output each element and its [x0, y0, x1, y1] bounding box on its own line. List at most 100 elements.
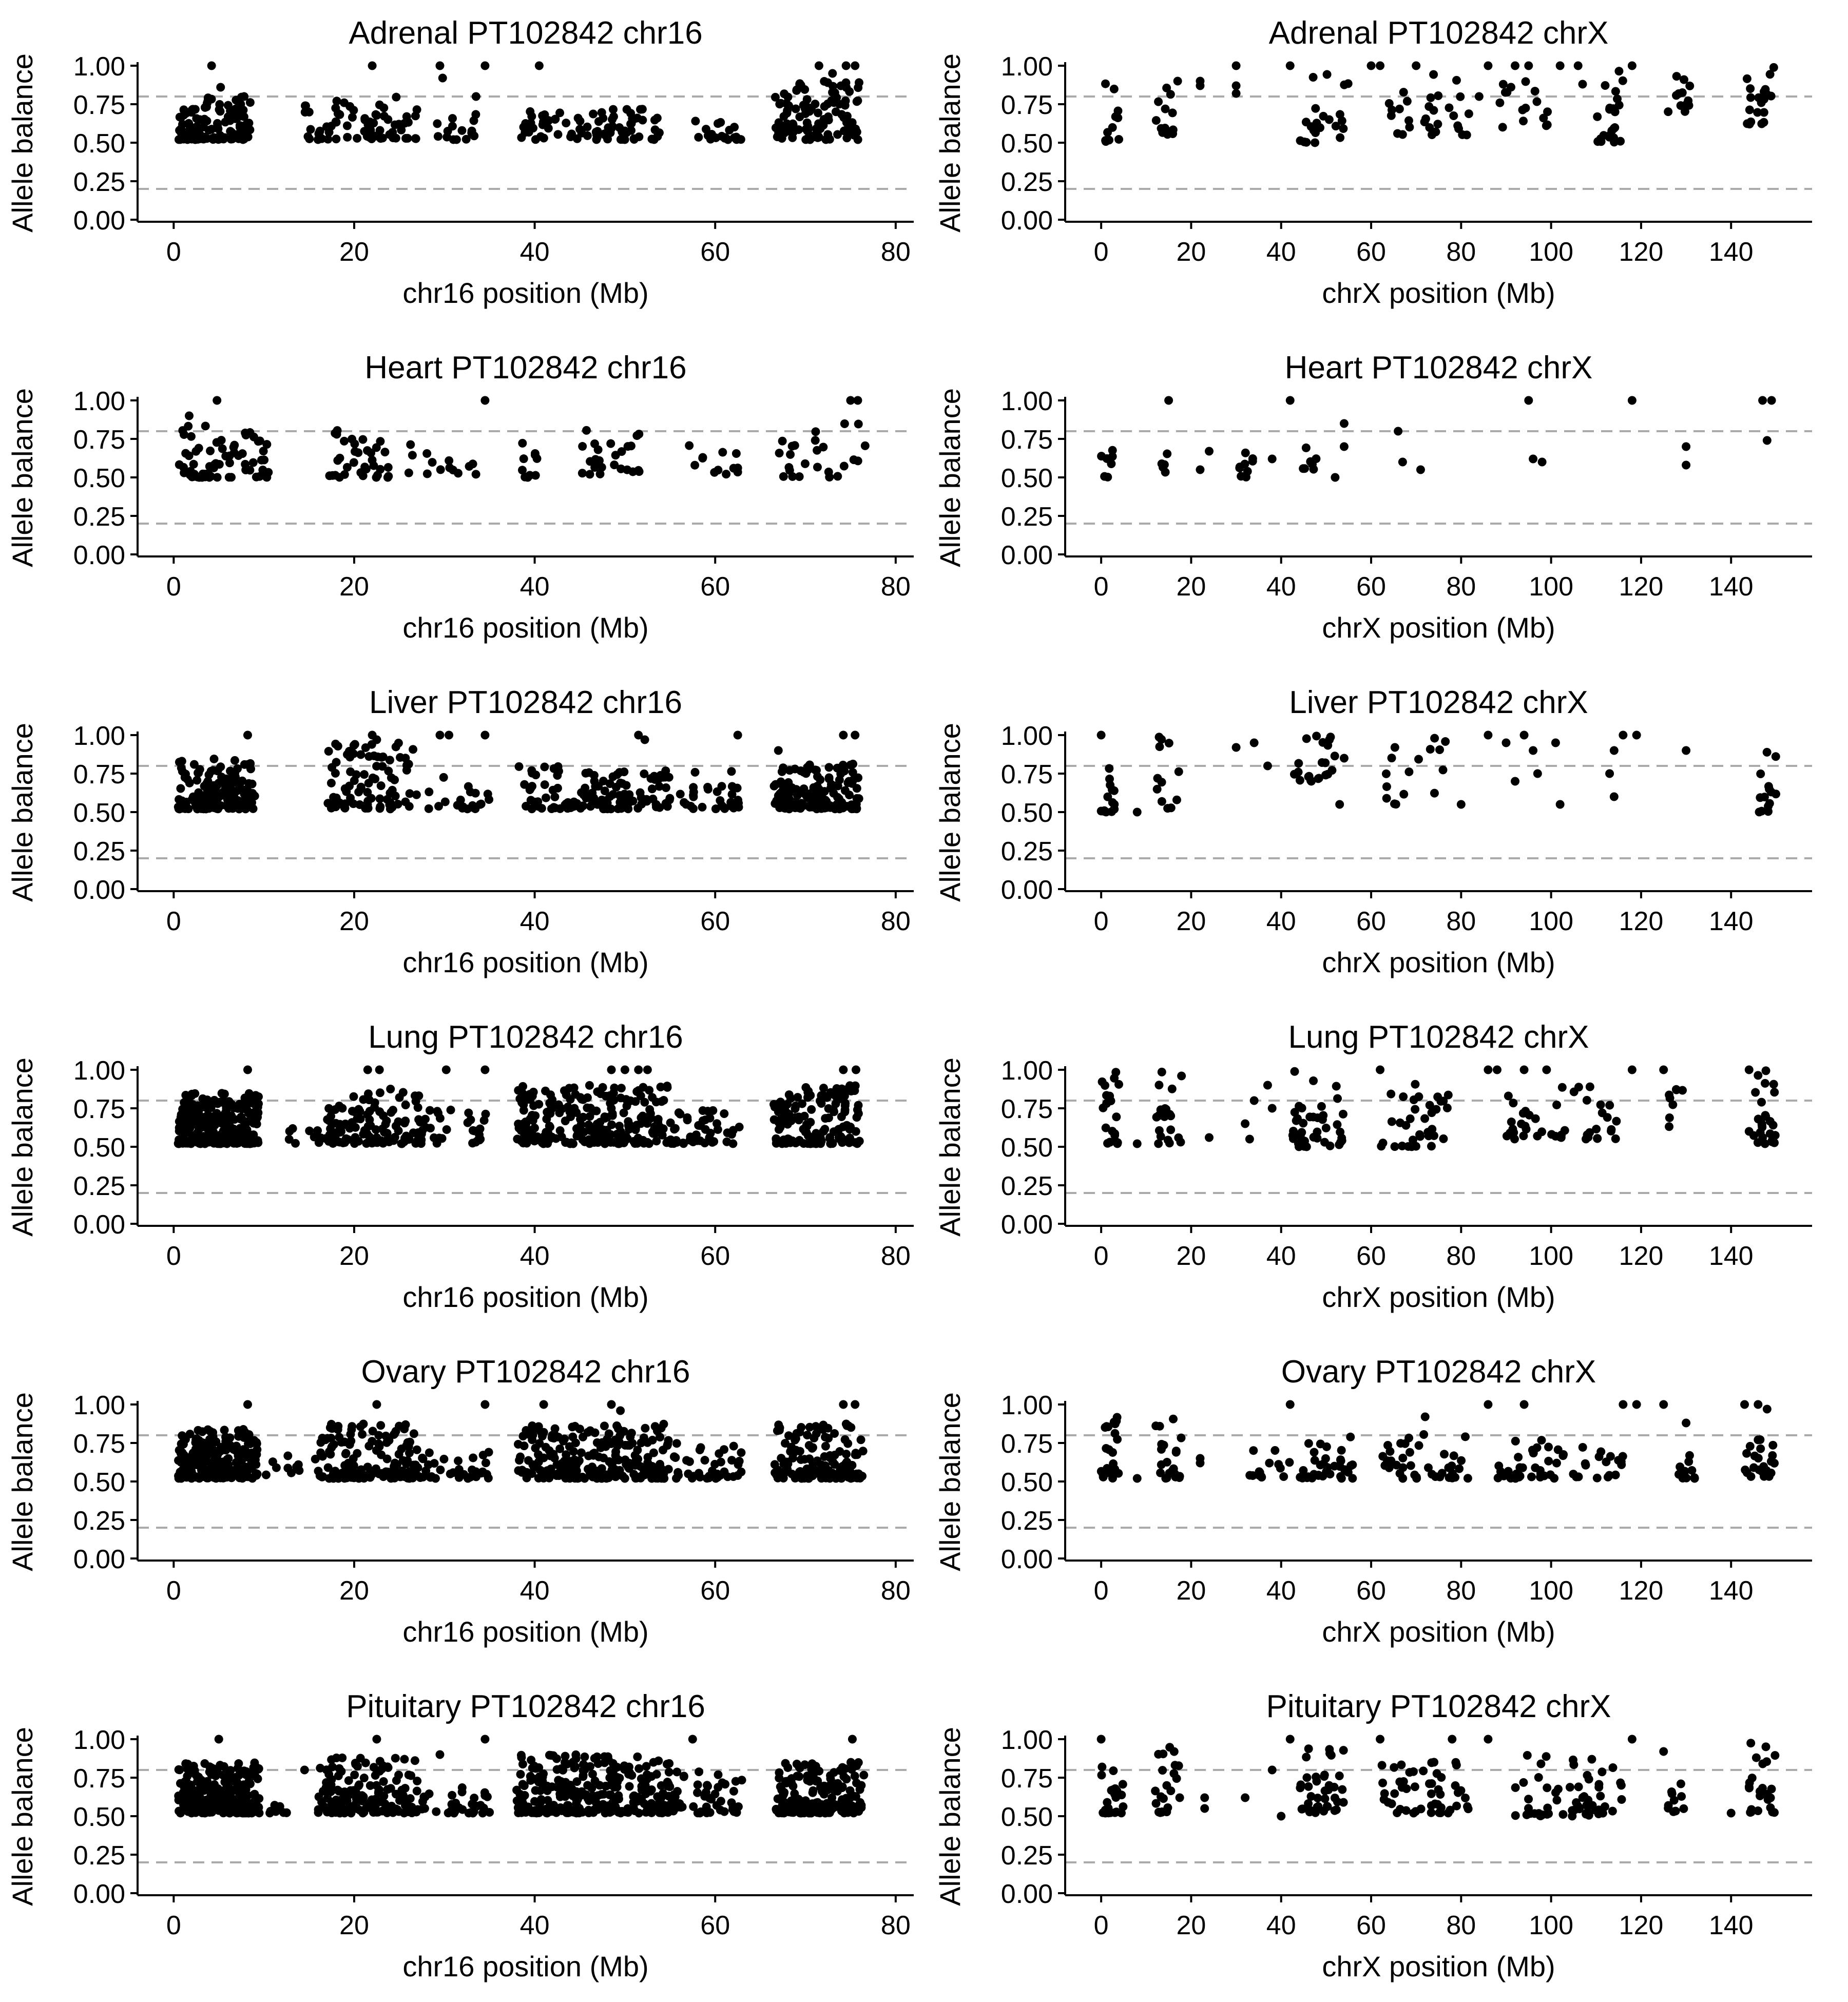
- data-point: [364, 752, 374, 761]
- data-point: [340, 1467, 350, 1476]
- data-point: [833, 472, 842, 481]
- data-point: [175, 1126, 184, 1135]
- data-point: [227, 1100, 236, 1109]
- data-point: [353, 133, 362, 143]
- data-point: [521, 472, 530, 482]
- data-point: [625, 1782, 634, 1791]
- data-point: [1439, 1450, 1449, 1459]
- data-point: [207, 61, 216, 70]
- data-point: [464, 782, 473, 791]
- data-point: [795, 472, 804, 482]
- data-point: [1581, 1459, 1590, 1468]
- data-point: [1399, 88, 1408, 97]
- data-point: [1439, 1134, 1448, 1143]
- data-point: [543, 1781, 552, 1791]
- y-tick-label: 0.00: [73, 875, 125, 905]
- x-axis-label: chrX position (Mb): [1322, 277, 1555, 309]
- data-point: [803, 1093, 812, 1102]
- data-point: [586, 1126, 595, 1135]
- data-point: [468, 1126, 477, 1135]
- data-point: [636, 788, 645, 797]
- data-point: [729, 1472, 738, 1481]
- data-point: [306, 125, 315, 134]
- data-point: [230, 756, 239, 765]
- data-point: [796, 766, 805, 776]
- data-point: [391, 742, 400, 752]
- data-point: [642, 797, 651, 806]
- data-point: [596, 1089, 605, 1099]
- data-point: [839, 1065, 848, 1074]
- data-point: [303, 132, 313, 141]
- data-point: [1166, 803, 1176, 813]
- data-point: [1611, 87, 1620, 96]
- x-axis-label: chrX position (Mb): [1322, 1281, 1555, 1313]
- data-point: [566, 1095, 575, 1104]
- data-point: [1108, 785, 1117, 795]
- data-point: [1533, 769, 1542, 778]
- data-point: [839, 730, 848, 740]
- data-point: [620, 790, 629, 799]
- data-point: [672, 1767, 682, 1777]
- data-point: [1762, 1404, 1772, 1414]
- data-point: [592, 1467, 602, 1476]
- data-point: [425, 1789, 434, 1798]
- data-point: [560, 1434, 569, 1443]
- data-point: [316, 1438, 325, 1447]
- data-point: [1296, 1131, 1305, 1141]
- data-point: [515, 1094, 525, 1103]
- data-point: [1525, 1110, 1534, 1120]
- data-point: [230, 769, 239, 778]
- data-point: [851, 1450, 860, 1459]
- data-point: [1678, 1086, 1687, 1095]
- data-point: [1462, 130, 1471, 140]
- data-point: [634, 1065, 643, 1074]
- data-point: [1288, 1134, 1298, 1143]
- data-point: [1096, 806, 1106, 816]
- data-point: [185, 470, 195, 479]
- data-point: [1326, 733, 1335, 742]
- data-point: [450, 1806, 459, 1816]
- data-point: [598, 802, 607, 811]
- data-point: [198, 1114, 207, 1124]
- data-point: [519, 454, 528, 464]
- data-point: [823, 1785, 832, 1795]
- data-point: [1310, 1448, 1319, 1457]
- x-tick-label: 40: [520, 572, 550, 602]
- data-point: [623, 465, 632, 474]
- data-point: [417, 1135, 426, 1145]
- data-point: [1659, 1065, 1668, 1074]
- data-point: [1301, 443, 1311, 452]
- data-point: [713, 1125, 722, 1134]
- data-point: [409, 1429, 418, 1438]
- data-point: [286, 1468, 296, 1477]
- y-tick-label: 0.00: [1001, 1545, 1053, 1574]
- data-point: [195, 115, 204, 124]
- data-point: [480, 1400, 490, 1409]
- data-point: [1156, 1132, 1165, 1141]
- data-point: [585, 470, 594, 479]
- data-point: [1112, 1112, 1121, 1122]
- x-tick-label: 20: [339, 237, 369, 267]
- data-point: [708, 1138, 717, 1147]
- data-point: [342, 463, 352, 472]
- data-point: [1627, 396, 1637, 405]
- x-tick-label: 120: [1619, 237, 1664, 267]
- data-point: [1387, 1117, 1396, 1126]
- data-point: [735, 1123, 744, 1132]
- data-point: [1555, 800, 1565, 809]
- data-point: [380, 448, 390, 457]
- data-point: [1249, 1446, 1258, 1455]
- data-point: [543, 1796, 552, 1805]
- y-tick-label: 0.50: [1001, 129, 1053, 159]
- data-point: [218, 444, 227, 453]
- data-point: [652, 113, 662, 123]
- data-point: [378, 752, 388, 761]
- data-point: [550, 1453, 559, 1462]
- data-point: [573, 1130, 582, 1140]
- data-point: [185, 778, 194, 787]
- y-tick-label: 0.50: [1001, 1133, 1053, 1163]
- data-point: [573, 1457, 583, 1467]
- data-point: [1302, 734, 1311, 743]
- data-point: [1248, 454, 1257, 463]
- data-point: [1231, 89, 1241, 98]
